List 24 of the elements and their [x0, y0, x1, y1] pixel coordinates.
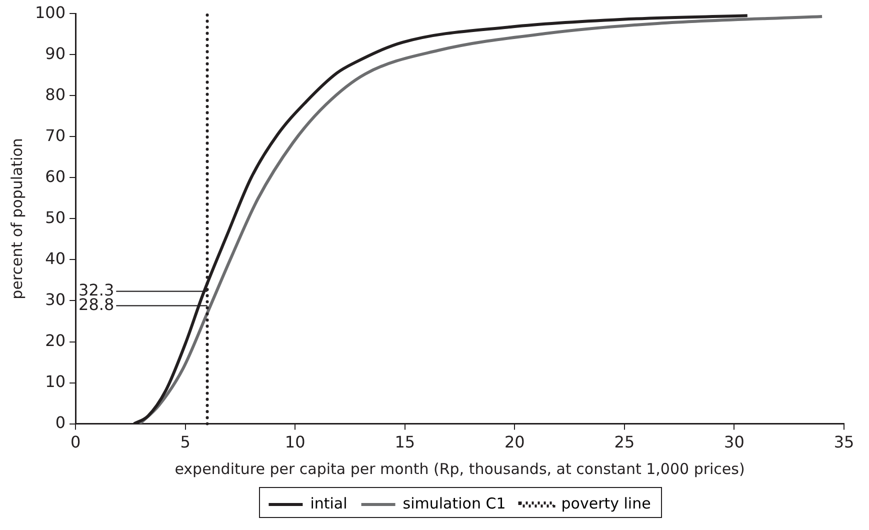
x-tick-label: 15 — [394, 432, 416, 452]
y-tick-label: 100 — [34, 2, 66, 22]
y-tick-label: 80 — [45, 84, 66, 104]
y-tick-label: 70 — [45, 126, 66, 145]
x-tick-label: 20 — [504, 432, 525, 452]
y-tick-label: 50 — [45, 208, 66, 227]
x-tick-label: 25 — [614, 432, 635, 452]
legend-label: simulation C1 — [402, 494, 506, 512]
y-tick-label: 30 — [45, 290, 66, 309]
x-tick-label: 30 — [724, 432, 744, 452]
x-tick-label: 35 — [834, 432, 854, 452]
y-tick-label: 60 — [45, 166, 66, 186]
y-tick-label: 40 — [45, 248, 66, 268]
y-axis-title: percent of population — [8, 138, 26, 300]
y-tick-label: 20 — [45, 330, 66, 350]
legend-label: intial — [310, 494, 348, 512]
y-tick-label: 0 — [55, 412, 66, 432]
y-tick-label: 10 — [45, 372, 66, 391]
x-axis-title: expenditure per capita per month (Rp, thousands, at constant 1,000 prices) — [174, 460, 745, 478]
y-tick-label: 90 — [45, 44, 66, 63]
x-tick-label: 5 — [180, 432, 190, 452]
legend-label: poverty line — [561, 494, 651, 512]
x-tick-label: 0 — [70, 432, 81, 452]
x-tick-label: 10 — [284, 432, 306, 452]
